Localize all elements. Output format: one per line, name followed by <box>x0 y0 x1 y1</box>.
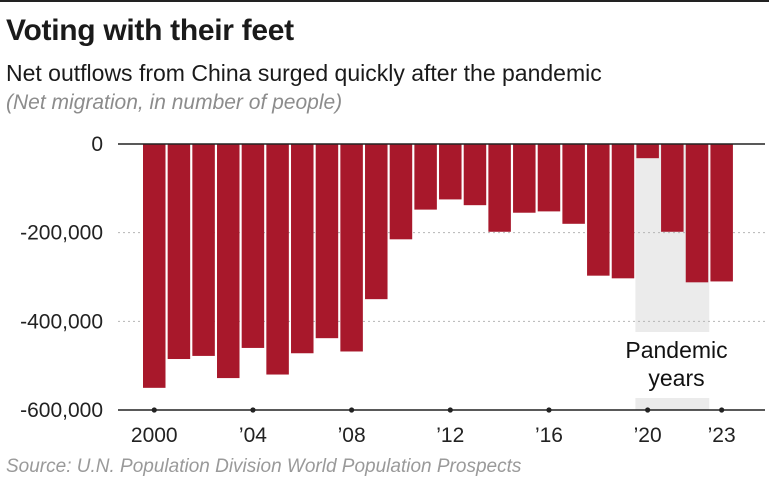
x-tick-mark <box>719 407 725 413</box>
y-tick-label: 0 <box>91 133 103 156</box>
bar-chart: 0 -200,000 -400,000 -600,000 2000 ’04 ’08 ’12 ’1… <box>20 133 765 447</box>
bar <box>587 144 610 276</box>
bar <box>488 144 511 232</box>
bar <box>513 144 536 213</box>
bar <box>414 144 437 210</box>
chart-title: Voting with their feet <box>6 14 294 47</box>
x-tick-mark <box>250 407 256 413</box>
x-tick-mark <box>447 407 453 413</box>
x-tick-mark <box>151 407 157 413</box>
bar <box>463 144 487 206</box>
bar <box>389 144 413 240</box>
bar <box>685 144 709 283</box>
x-tick-label: ’08 <box>338 424 366 447</box>
x-tick-label: ’23 <box>708 424 736 447</box>
bar <box>217 144 240 379</box>
x-tick-mark <box>546 407 552 413</box>
bar <box>143 144 166 388</box>
pandemic-label: Pandemic <box>625 337 727 363</box>
bar <box>537 144 561 212</box>
bar <box>365 144 388 300</box>
bar <box>266 144 289 375</box>
bar <box>192 144 215 356</box>
bar <box>291 144 314 354</box>
chart-subtitle: Net outflows from China surged quickly a… <box>6 60 602 86</box>
x-tick-mark <box>645 407 651 413</box>
bar <box>340 144 363 352</box>
y-tick-label: -600,000 <box>20 399 103 422</box>
x-tick-label: ’12 <box>436 424 464 447</box>
x-tick-label: ’04 <box>239 424 267 447</box>
unit-note: (Net migration, in number of people) <box>6 91 343 114</box>
x-tick-label: ’16 <box>535 424 563 447</box>
top-rule <box>0 0 769 2</box>
bar <box>710 144 733 282</box>
x-tick-label: ’20 <box>634 424 662 447</box>
bar <box>611 144 635 279</box>
bar <box>439 144 462 200</box>
bar <box>315 144 339 339</box>
y-tick-label: -400,000 <box>20 310 103 333</box>
bar <box>562 144 585 224</box>
bar <box>167 144 191 360</box>
y-tick-label: -200,000 <box>20 222 103 245</box>
x-tick-mark <box>349 407 355 413</box>
x-tick-label: 2000 <box>131 424 178 447</box>
pandemic-label: years <box>648 365 704 391</box>
pandemic-label-box <box>610 332 743 398</box>
bar <box>241 144 265 348</box>
bar <box>661 144 684 232</box>
source-note: Source: U.N. Population Division World P… <box>6 456 522 477</box>
bar <box>636 144 659 159</box>
